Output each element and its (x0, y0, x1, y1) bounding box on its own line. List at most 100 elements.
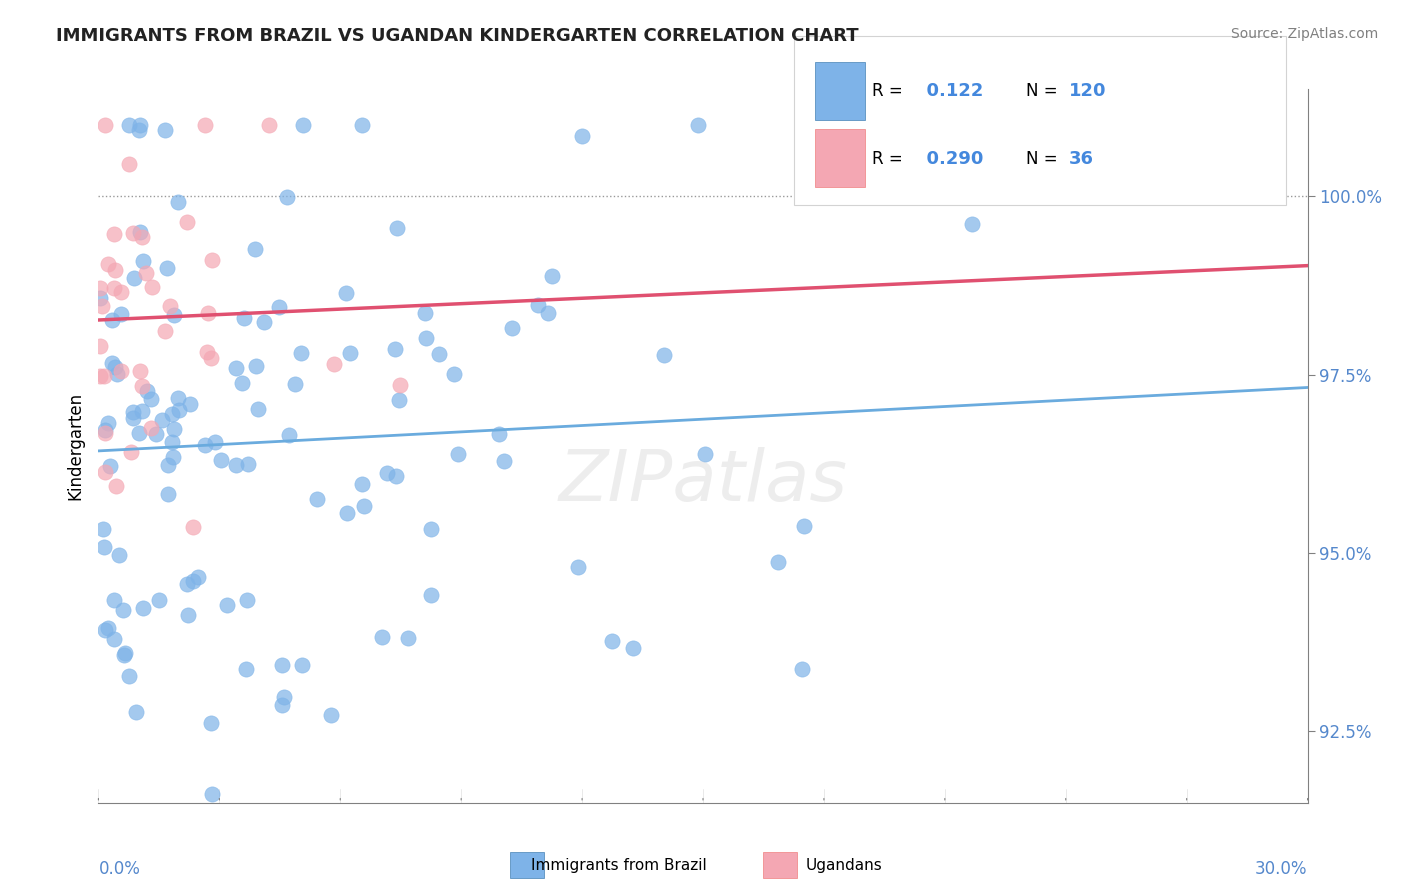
Point (307, 492, 329, 507)
Point (121, 405, 143, 419)
Point (276, 190, 298, 204)
Text: N =: N = (1026, 82, 1063, 100)
Point (93, 368, 115, 383)
Point (103, 280, 125, 294)
Point (278, 428, 301, 442)
Point (225, 458, 247, 472)
Point (169, 402, 191, 417)
Text: 30.0%: 30.0% (1256, 860, 1308, 878)
Point (103, 632, 125, 646)
Point (420, 588, 443, 602)
Point (103, 593, 125, 607)
Text: Ugandans: Ugandans (806, 858, 882, 872)
Point (122, 270, 145, 285)
Point (150, 412, 173, 426)
Point (89, 369, 111, 384)
Point (243, 242, 266, 256)
Point (197, 306, 219, 320)
Point (623, 641, 645, 656)
Point (290, 346, 312, 360)
Text: 0.290: 0.290 (914, 150, 983, 168)
Point (91, 522, 114, 536)
Point (238, 457, 260, 471)
Point (217, 598, 239, 612)
Point (139, 420, 162, 434)
Point (413, 306, 436, 320)
Point (118, 157, 141, 171)
Point (273, 690, 295, 704)
Point (156, 458, 179, 472)
Point (350, 118, 373, 132)
Point (131, 403, 153, 417)
Point (128, 225, 150, 239)
Point (131, 378, 153, 392)
Point (89, 281, 111, 295)
Point (148, 592, 170, 607)
Point (131, 230, 153, 244)
Point (166, 194, 188, 209)
Point (793, 518, 815, 533)
Point (120, 445, 142, 459)
Text: R =: R = (872, 82, 908, 100)
Point (322, 357, 344, 371)
Point (271, 698, 294, 713)
Point (195, 345, 218, 359)
Point (110, 307, 132, 321)
Point (100, 458, 122, 473)
Point (97, 621, 120, 635)
Point (121, 226, 143, 240)
Point (447, 447, 470, 461)
Point (235, 662, 257, 676)
Point (101, 356, 124, 370)
Point (114, 646, 136, 660)
Point (960, 217, 983, 231)
Point (162, 450, 184, 464)
Point (177, 608, 200, 623)
Point (89, 339, 111, 353)
Point (128, 425, 150, 440)
Point (166, 391, 188, 405)
Point (541, 268, 564, 283)
Point (160, 407, 183, 421)
Point (125, 705, 148, 719)
Text: IMMIGRANTS FROM BRAZIL VS UGANDAN KINDERGARTEN CORRELATION CHART: IMMIGRANTS FROM BRAZIL VS UGANDAN KINDER… (56, 27, 859, 45)
Point (527, 298, 550, 312)
Point (94, 118, 117, 132)
Point (139, 392, 162, 406)
Point (104, 479, 127, 493)
Point (94, 465, 117, 479)
Text: 36: 36 (1069, 150, 1094, 168)
Point (110, 364, 132, 378)
Point (652, 348, 675, 362)
Point (291, 657, 314, 672)
Point (97, 256, 120, 270)
Point (145, 427, 167, 442)
Point (385, 220, 408, 235)
Point (132, 253, 155, 268)
Point (415, 331, 437, 345)
Point (176, 577, 198, 591)
Point (129, 364, 152, 378)
Text: 0.0%: 0.0% (98, 860, 141, 878)
Point (488, 427, 510, 442)
Point (110, 285, 132, 299)
Point (201, 788, 224, 802)
Point (686, 118, 709, 132)
Point (160, 434, 183, 449)
Point (501, 321, 523, 335)
Point (157, 487, 180, 501)
Point (350, 476, 373, 491)
Point (194, 118, 217, 132)
Point (103, 227, 125, 241)
Point (335, 286, 357, 301)
Point (118, 118, 141, 132)
Point (231, 376, 253, 390)
Point (156, 261, 179, 276)
Point (388, 378, 411, 392)
Point (132, 601, 155, 615)
Point (291, 118, 314, 132)
Point (339, 346, 361, 360)
Point (384, 342, 406, 356)
Point (693, 447, 716, 461)
Point (141, 280, 163, 294)
